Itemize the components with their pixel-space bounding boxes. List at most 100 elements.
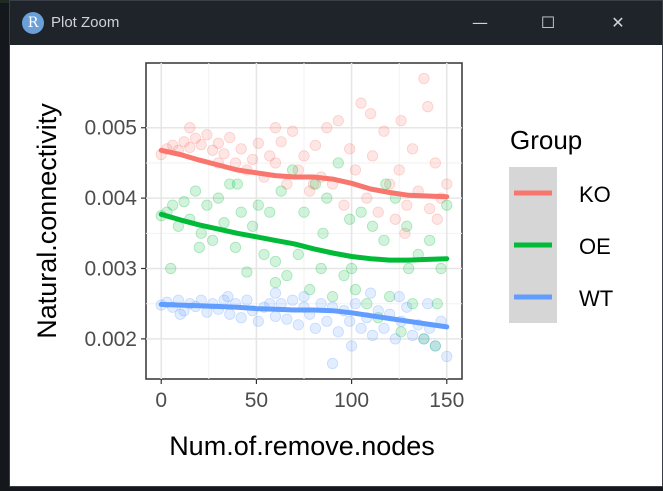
data-point-ko [399, 227, 411, 239]
data-point-wt [286, 294, 299, 306]
data-point-oe [235, 206, 247, 218]
data-point-oe [384, 291, 396, 303]
data-point-oe [229, 241, 242, 253]
data-point-ko [178, 136, 190, 148]
data-point-wt [344, 315, 356, 327]
plot-zoom-window: R Plot Zoom — ☐ ✕ 0 50 100 150 0.002 0.003 0.0… [10, 1, 662, 486]
data-point-wt [345, 340, 358, 352]
data-point-oe [431, 298, 443, 310]
data-point-ko [195, 139, 207, 151]
data-point-oe [326, 291, 339, 303]
data-point-oe [355, 206, 367, 218]
data-point-ko [269, 122, 282, 134]
data-point-wt [269, 310, 282, 322]
data-point-oe [292, 248, 304, 261]
data-point-oe [252, 199, 264, 211]
data-point-oe [435, 262, 447, 275]
data-point-oe [247, 220, 259, 232]
data-point-oe [366, 220, 379, 232]
data-point-oe [269, 276, 282, 289]
data-point-wt [389, 333, 401, 345]
data-point-wt [418, 333, 430, 345]
data-point-ko [264, 150, 276, 162]
data-point-oe [275, 185, 287, 197]
data-point-ko [218, 148, 230, 160]
data-point-oe [403, 262, 415, 275]
data-point-oe [224, 178, 236, 190]
data-point-oe [165, 262, 177, 275]
close-button[interactable]: ✕ [595, 1, 641, 45]
data-point-wt [393, 291, 405, 303]
data-point-oe [315, 262, 327, 275]
y-tick-label: 0.005 [84, 117, 137, 140]
data-point-oe [338, 269, 350, 282]
data-point-wt [349, 298, 361, 310]
data-point-wt [332, 326, 344, 338]
data-point-oe [195, 227, 207, 239]
data-point-oe [344, 213, 356, 225]
data-point-wt [298, 291, 310, 303]
smooth-line-ko [158, 147, 450, 200]
grid [146, 63, 462, 379]
data-point-oe [167, 199, 179, 211]
legend-label-ko: KO [579, 182, 611, 207]
data-point-ko [406, 143, 419, 155]
data-point-oe [201, 199, 213, 211]
data-point-oe [429, 340, 441, 352]
data-point-ko [372, 206, 384, 218]
data-point-wt [222, 291, 234, 303]
data-point-wt [309, 322, 322, 334]
data-point-oe [321, 192, 333, 204]
x-axis-title: Num.of.remove.nodes [169, 431, 435, 461]
data-point-ko [424, 203, 436, 215]
chart: 0 50 100 150 0.002 0.003 0.004 0.005 Natural.co… [32, 62, 613, 461]
data-point-wt [321, 315, 333, 327]
data-point-ko [393, 164, 405, 176]
data-point-wt [441, 350, 453, 363]
data-point-oe [441, 199, 453, 211]
legend: KO OE WT [514, 182, 613, 311]
data-point-ko [389, 213, 401, 225]
data-point-oe [218, 217, 230, 229]
maximize-icon: ☐ [540, 13, 556, 32]
data-point-ko [384, 178, 396, 190]
data-point-ko [395, 115, 407, 127]
smooth-line-wt [158, 301, 450, 330]
legend-label-wt: WT [579, 286, 613, 311]
data-point-oe [309, 178, 322, 190]
data-point-ko [207, 144, 219, 156]
data-point-oe [193, 241, 205, 253]
data-point-ko [401, 199, 413, 211]
legend-title: Group [510, 125, 582, 155]
data-point-ko [344, 143, 356, 155]
minimize-icon: — [472, 13, 488, 32]
data-point-wt [292, 319, 304, 331]
title-bar[interactable]: R Plot Zoom — ☐ ✕ [10, 1, 662, 45]
data-point-ko [332, 115, 344, 127]
data-point-ko [418, 72, 430, 85]
data-point-oe [207, 234, 219, 246]
data-point-ko [235, 143, 247, 155]
y-tick-label: 0.004 [84, 187, 137, 210]
data-point-oe [401, 220, 413, 232]
data-point-ko [365, 108, 377, 120]
data-point-ko [304, 185, 316, 197]
data-point-wt [378, 322, 390, 334]
data-point-ko [184, 141, 196, 154]
data-point-oe [189, 185, 202, 197]
data-point-ko [422, 101, 434, 113]
data-point-oe [231, 178, 243, 190]
data-point-oe [378, 234, 390, 246]
x-tick-label: 100 [334, 389, 369, 412]
data-point-oe [212, 192, 224, 204]
data-point-ko [189, 132, 202, 144]
maximize-button[interactable]: ☐ [525, 1, 571, 45]
data-point-oe [298, 206, 310, 218]
data-point-ko [298, 150, 310, 162]
window-title: Plot Zoom [51, 14, 120, 31]
y-tick-label: 0.003 [84, 258, 137, 281]
data-point-oe [361, 298, 373, 310]
minimize-button[interactable]: — [457, 1, 503, 45]
data-point-oe [395, 326, 407, 338]
data-point-oe [178, 196, 190, 208]
